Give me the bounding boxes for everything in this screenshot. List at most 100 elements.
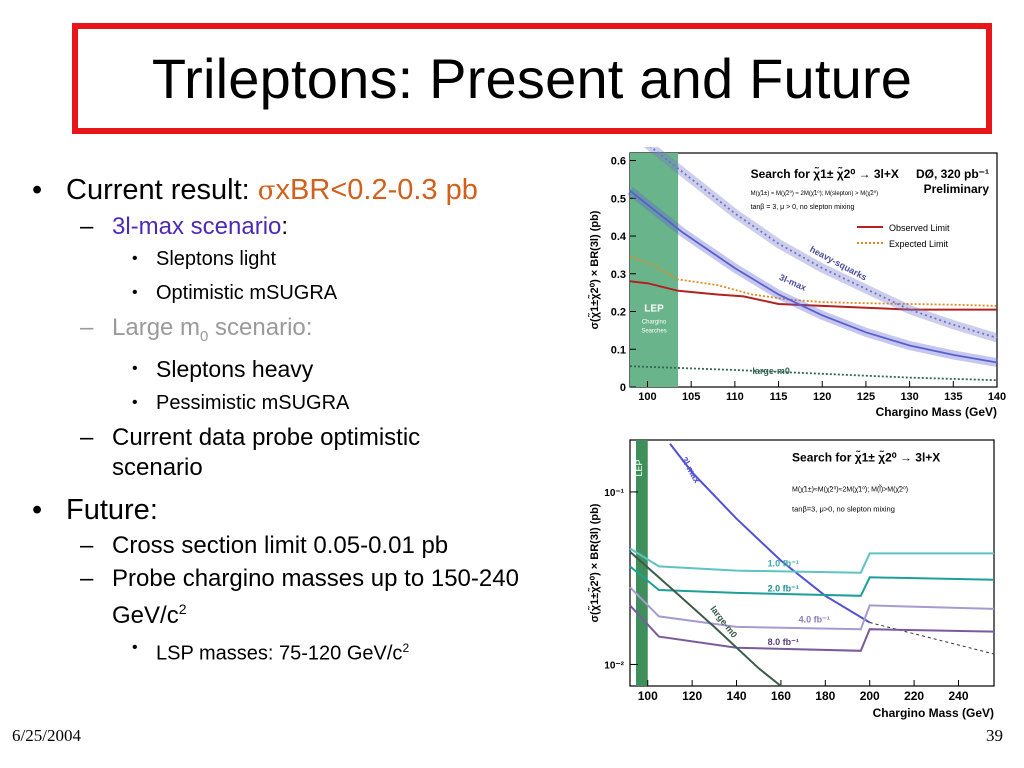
annotation-masses: M(χ̃1±)≈M(χ̃2⁰)≈2M(χ̃1⁰); M(l̃)>M(χ̃2⁰) bbox=[792, 485, 908, 493]
series-large-m0-line bbox=[629, 365, 998, 382]
lumi-1fb-label: 1.0 fb⁻¹ bbox=[768, 558, 799, 568]
y-tick-label: 10⁻² bbox=[604, 660, 624, 671]
bullet-dot: • bbox=[132, 393, 138, 411]
pessimistic-text: Pessimistic mSUGRA bbox=[156, 391, 350, 414]
bullet-sleptons-heavy: • Sleptons heavy bbox=[28, 355, 568, 383]
bullet-future: • Future: bbox=[28, 493, 568, 527]
x-tick-label: 160 bbox=[771, 689, 791, 703]
sleptons-heavy-text: Sleptons heavy bbox=[156, 355, 314, 382]
x-tick-label: 115 bbox=[770, 391, 788, 403]
lumi-4fb-label: 4.0 fb⁻¹ bbox=[799, 615, 830, 625]
series-4-0-fb-line bbox=[629, 586, 995, 631]
dash: – bbox=[80, 314, 94, 341]
y-axis-label: σ(χ̃1±χ̃2⁰) × BR(3l) (pb) bbox=[588, 503, 601, 622]
bullet-large-m0: – Large m0 scenario: bbox=[28, 313, 568, 352]
large-m0-sub: 0 bbox=[200, 327, 209, 345]
lep-label: LEP bbox=[634, 459, 644, 476]
annotation-params: tanβ = 3, μ > 0, no slepton mixing bbox=[751, 204, 855, 211]
current-data-text: Current data probe optimistic scenario bbox=[112, 423, 421, 481]
x-tick-label: 105 bbox=[682, 391, 700, 403]
cross-section-text: Cross section limit 0.05-0.01 pb bbox=[112, 531, 449, 559]
y-tick-label: 0 bbox=[620, 382, 626, 394]
preliminary-label: Preliminary bbox=[924, 182, 990, 196]
x-tick-label: 120 bbox=[813, 391, 831, 403]
dash: – bbox=[80, 531, 94, 559]
bullet-dot: • bbox=[132, 638, 138, 656]
legend-observed-label: Observed Limit bbox=[889, 223, 950, 233]
y-tick-label: 0.1 bbox=[611, 344, 626, 356]
bullet-dot: • bbox=[132, 359, 138, 377]
bullet-pessimistic: • Pessimistic mSUGRA bbox=[28, 389, 568, 417]
bullet-lsp: • LSP masses: 75-120 GeV/c2 bbox=[28, 634, 568, 668]
x-tick-label: 125 bbox=[857, 391, 875, 403]
chart-title: Search for χ̃1± χ̃2⁰ → 3l+X bbox=[751, 166, 899, 181]
x-tick-label: 110 bbox=[726, 391, 744, 403]
lep-sublabel: Chargino bbox=[642, 320, 667, 326]
slide-title: Trileptons: Present and Future bbox=[151, 47, 913, 110]
future-sensitivity-figure: LEP 10⁻² 10⁻¹ 100 120 140 160 180 200 220 240 Charg… bbox=[582, 436, 1008, 722]
lep-sublabel: Searches bbox=[641, 329, 666, 335]
bullet-cross-section: – Cross section limit 0.05-0.01 pb bbox=[28, 531, 568, 561]
title-box: Trileptons: Present and Future bbox=[72, 23, 992, 134]
sleptons-light-text: Sleptons light bbox=[156, 248, 277, 270]
bullet-current-result: • Current result: σxBR<0.2-0.3 pb bbox=[28, 173, 568, 208]
lep-label: LEP bbox=[644, 304, 664, 315]
y-tick-label: 0.3 bbox=[611, 269, 626, 281]
x-tick-label: 100 bbox=[638, 689, 658, 703]
dash: – bbox=[80, 564, 94, 592]
y-tick-label: 0.2 bbox=[611, 307, 626, 319]
y-tick-label: 0.4 bbox=[611, 231, 627, 243]
lumi-8fb-label: 8.0 fb⁻¹ bbox=[768, 637, 799, 647]
bullet-dot: • bbox=[132, 250, 138, 267]
lsp-text: LSP masses: 75-120 GeV/c bbox=[156, 642, 403, 665]
large-m0-suffix: scenario: bbox=[208, 314, 313, 341]
series-1-0-fb-line bbox=[629, 547, 994, 574]
bullet-dot: • bbox=[32, 493, 43, 526]
threel-max-suffix: : bbox=[281, 213, 289, 240]
y-tick-label: 10⁻¹ bbox=[604, 488, 624, 499]
x-axis-label: Chargino Mass (GeV) bbox=[876, 405, 997, 419]
y-tick-label: 0.5 bbox=[611, 193, 626, 205]
bullet-optimistic: • Optimistic mSUGRA bbox=[28, 279, 568, 307]
x-tick-label: 140 bbox=[988, 391, 1006, 403]
x-tick-label: 140 bbox=[727, 689, 747, 703]
probe-text: Probe chargino masses up to 150-240 GeV/… bbox=[112, 564, 519, 629]
d0-limit-chart: LEP Chargino Searches 0 0.1 0.2 0.3 0.4 0.5 0.6 10… bbox=[588, 126, 1006, 419]
plot-frame bbox=[629, 439, 995, 687]
experiment-label: DØ, 320 pb⁻¹ bbox=[916, 167, 989, 181]
threel-max-label: 3l-max scenario bbox=[112, 213, 282, 240]
large-m0-prefix: Large m bbox=[112, 314, 201, 341]
x-tick-label: 120 bbox=[682, 689, 702, 703]
lsp-sup: 2 bbox=[402, 640, 410, 655]
x-tick-label: 130 bbox=[900, 391, 918, 403]
x-tick-label: 180 bbox=[815, 689, 835, 703]
footer-date: 6/25/2004 bbox=[12, 726, 81, 745]
future-sensitivity-chart: LEP 10⁻² 10⁻¹ 100 120 140 160 180 200 220 240 Charg… bbox=[588, 439, 995, 720]
bullet-list: • Current result: σxBR<0.2-0.3 pb – 3l-m… bbox=[28, 173, 568, 673]
y-axis-label: σ(χ̃1±χ̃2⁰) × BR(3l) (pb) bbox=[588, 210, 601, 329]
plot-frame bbox=[629, 152, 998, 388]
x-tick-label: 240 bbox=[948, 689, 968, 703]
y-tick-label: 0.6 bbox=[611, 156, 626, 168]
current-result-label: Current result: bbox=[66, 174, 250, 206]
x-tick-label: 200 bbox=[860, 689, 880, 703]
dash: – bbox=[80, 213, 94, 240]
bullet-sleptons-light: • Sleptons light bbox=[28, 245, 568, 273]
bullet-probe: – Probe chargino masses up to 150-240 Ge… bbox=[28, 564, 552, 631]
chart-title: Search for χ̃1± χ̃2⁰ → 3l+X bbox=[792, 450, 940, 465]
series-3l-max-line bbox=[669, 443, 871, 624]
x-axis-label: Chargino Mass (GeV) bbox=[873, 706, 994, 720]
optimistic-text: Optimistic mSUGRA bbox=[156, 282, 338, 304]
probe-sup: 2 bbox=[178, 600, 187, 617]
annotation-masses: M(χ̃1±) ≈ M(χ̃2⁰) ≈ 2M(χ̃1⁰); M(slepton)… bbox=[751, 190, 879, 197]
series-8-0-fb-line bbox=[629, 604, 995, 652]
large-m0-curve-label: large-m0 bbox=[752, 366, 790, 376]
dash: – bbox=[80, 423, 94, 451]
legend-expected-label: Expected Limit bbox=[889, 239, 949, 249]
bullet-3l-max: – 3l-max scenario: bbox=[28, 212, 568, 242]
x-tick-label: 100 bbox=[638, 391, 656, 403]
d0-limit-figure: LEP Chargino Searches 0 0.1 0.2 0.3 0.4 0.5 0.6 10… bbox=[582, 126, 1008, 425]
series-3l-max-line bbox=[629, 189, 998, 364]
annotation-params: tanβ=3, μ>0, no slepton mixing bbox=[792, 505, 895, 514]
series-2-0-fb-line bbox=[629, 565, 995, 597]
